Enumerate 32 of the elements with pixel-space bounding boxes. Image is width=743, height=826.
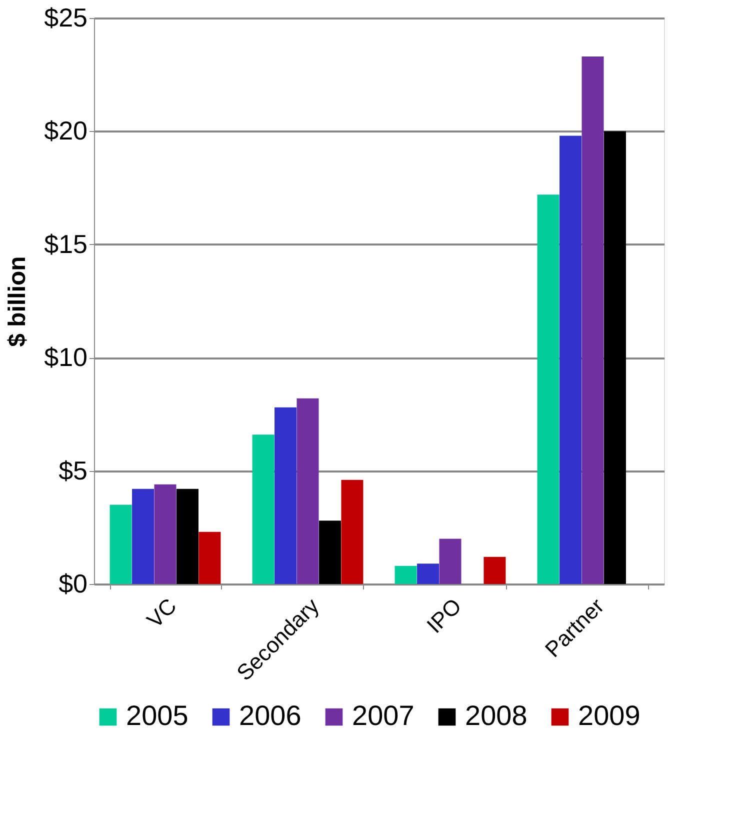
x-tick-label: VC <box>142 593 182 633</box>
bar <box>176 488 198 584</box>
bar <box>154 484 176 584</box>
bar <box>537 194 560 584</box>
legend-label: 2005 <box>126 700 188 731</box>
y-tick-label: $0 <box>58 568 88 598</box>
legend-label: 2006 <box>239 700 302 731</box>
bar <box>394 566 417 584</box>
y-tick-label: $5 <box>58 455 88 486</box>
bar <box>296 398 319 584</box>
bar <box>198 532 221 584</box>
bar <box>560 136 582 584</box>
legend-label: 2007 <box>352 700 414 731</box>
y-tick-label: $15 <box>44 228 88 259</box>
bar <box>604 131 626 584</box>
legend-label: 2008 <box>465 700 528 731</box>
bar <box>132 488 154 584</box>
y-tick-label: $10 <box>44 342 88 372</box>
bar <box>439 538 462 584</box>
bar <box>341 480 364 584</box>
x-tick-label: IPO <box>422 593 466 638</box>
bar <box>318 520 341 584</box>
y-tick-label: $20 <box>44 116 88 146</box>
bar <box>110 504 132 584</box>
y-tick-label: $25 <box>44 2 88 32</box>
bar <box>274 407 297 584</box>
bar <box>417 564 440 584</box>
legend-label: 2009 <box>578 700 640 731</box>
bar <box>582 56 604 584</box>
y-axis-title: $ billion <box>4 256 32 347</box>
bar <box>252 434 274 584</box>
bar <box>484 556 506 584</box>
